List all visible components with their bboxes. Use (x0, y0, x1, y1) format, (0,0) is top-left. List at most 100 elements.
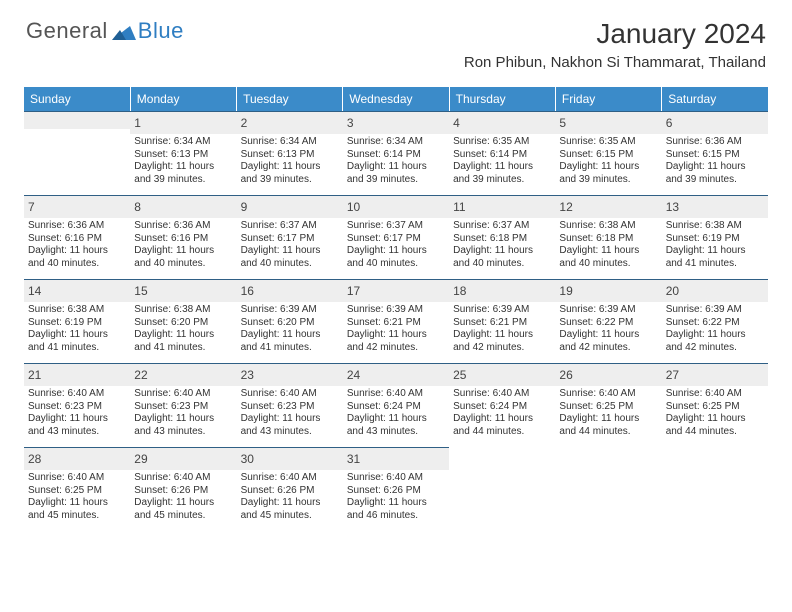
sunset-text: Sunset: 6:13 PM (241, 149, 339, 162)
weekday-header: Monday (130, 87, 236, 111)
daylight-text: Daylight: 11 hours and 43 minutes. (241, 413, 339, 438)
calendar-cell: 6Sunrise: 6:36 AMSunset: 6:15 PMDaylight… (662, 111, 768, 195)
day-info: Sunrise: 6:34 AMSunset: 6:13 PMDaylight:… (130, 134, 236, 186)
sunrise-text: Sunrise: 6:38 AM (559, 220, 657, 233)
sunrise-text: Sunrise: 6:40 AM (241, 388, 339, 401)
daynum-row: 27 (662, 363, 768, 386)
sunrise-text: Sunrise: 6:40 AM (134, 388, 232, 401)
sunset-text: Sunset: 6:22 PM (666, 317, 764, 330)
daylight-text: Daylight: 11 hours and 41 minutes. (666, 245, 764, 270)
day-info: Sunrise: 6:40 AMSunset: 6:26 PMDaylight:… (343, 470, 449, 522)
sunset-text: Sunset: 6:24 PM (453, 401, 551, 414)
day-number: 15 (134, 284, 147, 298)
day-info: Sunrise: 6:37 AMSunset: 6:17 PMDaylight:… (343, 218, 449, 270)
weekday-header: Friday (555, 87, 661, 111)
day-number: 27 (666, 368, 679, 382)
daynum-row: 14 (24, 279, 130, 302)
daynum-row: 22 (130, 363, 236, 386)
sunrise-text: Sunrise: 6:40 AM (241, 472, 339, 485)
day-number: 21 (28, 368, 41, 382)
day-info: Sunrise: 6:37 AMSunset: 6:17 PMDaylight:… (237, 218, 343, 270)
day-number: 2 (241, 116, 248, 130)
day-info: Sunrise: 6:39 AMSunset: 6:22 PMDaylight:… (662, 302, 768, 354)
day-info: Sunrise: 6:38 AMSunset: 6:18 PMDaylight:… (555, 218, 661, 270)
calendar-cell (24, 111, 130, 195)
week-row: 1Sunrise: 6:34 AMSunset: 6:13 PMDaylight… (24, 111, 768, 195)
daylight-text: Daylight: 11 hours and 40 minutes. (347, 245, 445, 270)
day-number: 22 (134, 368, 147, 382)
sunrise-text: Sunrise: 6:39 AM (347, 304, 445, 317)
day-info: Sunrise: 6:34 AMSunset: 6:14 PMDaylight:… (343, 134, 449, 186)
sunset-text: Sunset: 6:18 PM (453, 233, 551, 246)
day-info: Sunrise: 6:40 AMSunset: 6:24 PMDaylight:… (449, 386, 555, 438)
daynum-row: 16 (237, 279, 343, 302)
day-info: Sunrise: 6:40 AMSunset: 6:23 PMDaylight:… (237, 386, 343, 438)
day-info: Sunrise: 6:34 AMSunset: 6:13 PMDaylight:… (237, 134, 343, 186)
daynum-row: 19 (555, 279, 661, 302)
sunrise-text: Sunrise: 6:40 AM (28, 472, 126, 485)
sunrise-text: Sunrise: 6:40 AM (347, 388, 445, 401)
sunset-text: Sunset: 6:25 PM (559, 401, 657, 414)
weekday-header: Saturday (662, 87, 768, 111)
sunrise-text: Sunrise: 6:36 AM (28, 220, 126, 233)
sunset-text: Sunset: 6:15 PM (666, 149, 764, 162)
daynum-row: 21 (24, 363, 130, 386)
sunrise-text: Sunrise: 6:38 AM (666, 220, 764, 233)
calendar-cell: 7Sunrise: 6:36 AMSunset: 6:16 PMDaylight… (24, 195, 130, 279)
weekday-header: Wednesday (343, 87, 449, 111)
day-number: 5 (559, 116, 566, 130)
day-info: Sunrise: 6:40 AMSunset: 6:23 PMDaylight:… (24, 386, 130, 438)
day-number: 31 (347, 452, 360, 466)
day-number: 12 (559, 200, 572, 214)
logo-text-blue: Blue (138, 18, 184, 44)
calendar-cell (662, 447, 768, 531)
daylight-text: Daylight: 11 hours and 39 minutes. (347, 161, 445, 186)
daynum-row: 3 (343, 111, 449, 134)
day-info: Sunrise: 6:38 AMSunset: 6:19 PMDaylight:… (24, 302, 130, 354)
sunrise-text: Sunrise: 6:39 AM (241, 304, 339, 317)
daynum-row: 2 (237, 111, 343, 134)
day-info: Sunrise: 6:39 AMSunset: 6:22 PMDaylight:… (555, 302, 661, 354)
calendar-cell: 19Sunrise: 6:39 AMSunset: 6:22 PMDayligh… (555, 279, 661, 363)
sunrise-text: Sunrise: 6:40 AM (559, 388, 657, 401)
week-row: 21Sunrise: 6:40 AMSunset: 6:23 PMDayligh… (24, 363, 768, 447)
week-row: 28Sunrise: 6:40 AMSunset: 6:25 PMDayligh… (24, 447, 768, 531)
day-number: 10 (347, 200, 360, 214)
sunrise-text: Sunrise: 6:37 AM (241, 220, 339, 233)
sunset-text: Sunset: 6:24 PM (347, 401, 445, 414)
calendar-cell: 26Sunrise: 6:40 AMSunset: 6:25 PMDayligh… (555, 363, 661, 447)
day-number: 17 (347, 284, 360, 298)
daynum-row: 11 (449, 195, 555, 218)
sunrise-text: Sunrise: 6:38 AM (134, 304, 232, 317)
day-info: Sunrise: 6:37 AMSunset: 6:18 PMDaylight:… (449, 218, 555, 270)
sunset-text: Sunset: 6:16 PM (28, 233, 126, 246)
calendar-cell: 31 Sunrise: 6:40 AMSunset: 6:26 PMDayligh… (343, 447, 449, 531)
daylight-text: Daylight: 11 hours and 41 minutes. (241, 329, 339, 354)
sunset-text: Sunset: 6:25 PM (28, 485, 126, 498)
daynum-row: 10 (343, 195, 449, 218)
sunset-text: Sunset: 6:23 PM (28, 401, 126, 414)
sunset-text: Sunset: 6:23 PM (241, 401, 339, 414)
calendar-cell: 25Sunrise: 6:40 AMSunset: 6:24 PMDayligh… (449, 363, 555, 447)
day-info: Sunrise: 6:36 AMSunset: 6:16 PMDaylight:… (24, 218, 130, 270)
day-info: Sunrise: 6:36 AMSunset: 6:15 PMDaylight:… (662, 134, 768, 186)
sunset-text: Sunset: 6:21 PM (453, 317, 551, 330)
day-number: 13 (666, 200, 679, 214)
daynum-row: 20 (662, 279, 768, 302)
sunrise-text: Sunrise: 6:40 AM (134, 472, 232, 485)
day-info: Sunrise: 6:40 AMSunset: 6:25 PMDaylight:… (555, 386, 661, 438)
sunset-text: Sunset: 6:21 PM (347, 317, 445, 330)
calendar-cell: 21 Sunrise: 6:40 AMSunset: 6:23 PMDayligh… (24, 363, 130, 447)
daynum-row: 4 (449, 111, 555, 134)
daynum-row: 17 (343, 279, 449, 302)
day-number: 20 (666, 284, 679, 298)
day-number: 24 (347, 368, 360, 382)
calendar-cell: 24Sunrise: 6:40 AMSunset: 6:24 PMDayligh… (343, 363, 449, 447)
day-number: 14 (28, 284, 41, 298)
sunset-text: Sunset: 6:23 PM (134, 401, 232, 414)
sunrise-text: Sunrise: 6:40 AM (347, 472, 445, 485)
daylight-text: Daylight: 11 hours and 44 minutes. (453, 413, 551, 438)
calendar-cell: 27Sunrise: 6:40 AMSunset: 6:25 PMDayligh… (662, 363, 768, 447)
sunset-text: Sunset: 6:17 PM (347, 233, 445, 246)
sunrise-text: Sunrise: 6:36 AM (666, 136, 764, 149)
